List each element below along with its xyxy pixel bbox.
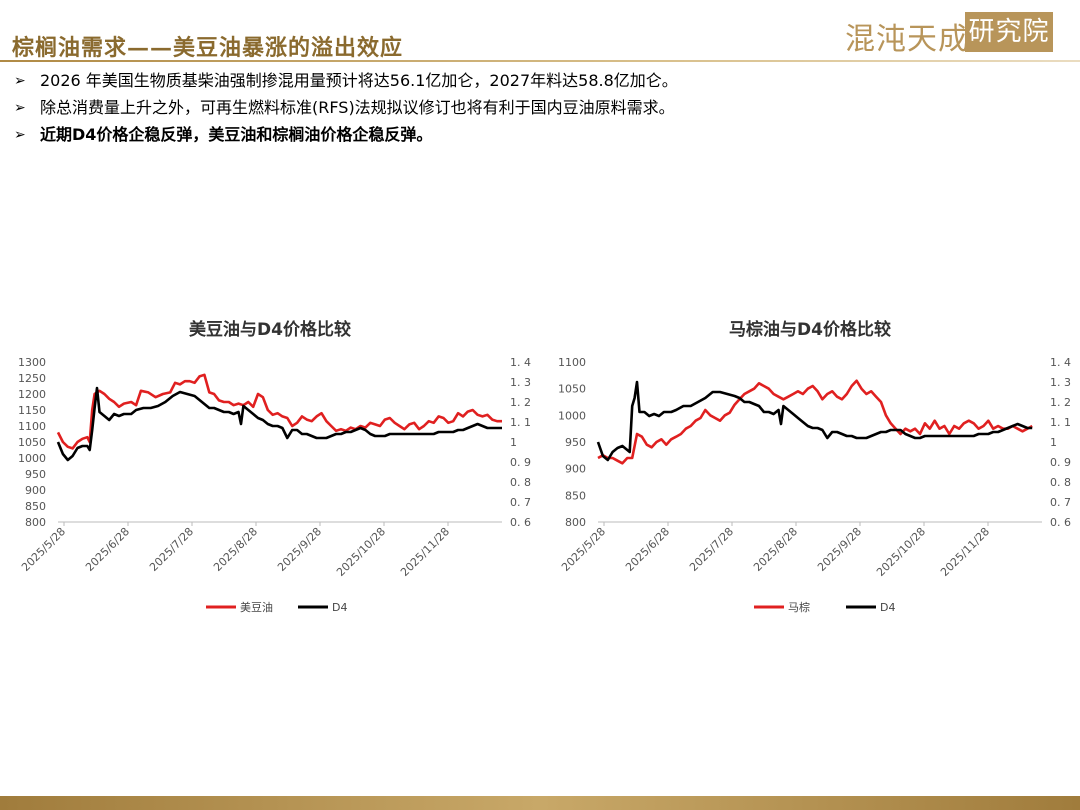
y-right-tick-label: 1. 3 [510,376,531,389]
x-tick-label: 2025/5/28 [559,525,608,574]
y-left-tick-label: 1000 [18,452,46,465]
legend-label: D4 [332,601,347,614]
y-left-tick-label: 1200 [18,388,46,401]
y-right-tick-label: 0. 6 [510,516,531,529]
bullet-list: ➢ 2026 年美国生物质基柴油强制掺混用量预计将达56.1亿加仑，2027年料… [14,70,1064,151]
bullet-arrow-icon: ➢ [14,100,26,116]
y-right-tick-label: 1. 2 [1050,396,1071,409]
y-left-tick-label: 850 [565,489,586,502]
legend-label: 马棕 [788,600,810,614]
y-right-tick-label: 0. 9 [510,456,531,469]
y-right-tick-label: 1. 4 [1050,356,1071,369]
chart-2: 马棕油与D4价格比较 1100 1050 1000 950 900 850 800 1. 4 1.… [558,319,1071,614]
bullet-arrow-icon: ➢ [14,73,26,89]
footer-band [0,796,1080,810]
y-right-tick-label: 0. 8 [1050,476,1071,489]
x-tick-label: 2025/6/28 [83,525,132,574]
x-tick-label: 2025/5/28 [19,525,68,574]
y-right-tick-label: 1. 3 [1050,376,1071,389]
y-left-tick-label: 1150 [18,404,46,417]
bullet-text: 近期D4价格企稳反弹，美豆油和棕榈油价格企稳反弹。 [40,125,433,144]
y-left-tick-label: 950 [565,436,586,449]
y-right-tick-label: 0. 7 [1050,496,1071,509]
charts-area: 美豆油与D4价格比较 1300 1250 1200 1150 1100 1050 1000 95… [18,319,1071,614]
y-right-tick-label: 1. 2 [510,396,531,409]
bullet-item: ➢ 除总消费量上升之外，可再生燃料标准(RFS)法规拟议修订也将有利于国内豆油原… [14,97,1064,124]
x-tick-label: 2025/10/28 [874,525,928,579]
y-left-tick-label: 900 [565,463,586,476]
y-left-tick-label: 1100 [558,356,586,369]
y-left-tick-label: 800 [565,516,586,529]
y-right-tick-label: 0. 6 [1050,516,1071,529]
x-tick-label: 2025/9/28 [275,525,324,574]
legend-label: D4 [880,601,895,614]
series-line-right [56,386,502,462]
y-left-tick-label: 800 [25,516,46,529]
slide-header: 棕榈油需求——美豆油暴涨的溢出效应 混沌天成 研究院 [0,0,1080,62]
y-right-tick-label: 1. 4 [510,356,531,369]
legend-label: 美豆油 [240,600,273,614]
bullet-arrow-icon: ➢ [14,127,26,143]
x-tick-label: 2025/10/28 [334,525,388,579]
title-divider [0,60,1080,62]
bullet-item: ➢ 近期D4价格企稳反弹，美豆油和棕榈油价格企稳反弹。 [14,124,1064,151]
bullet-item: ➢ 2026 年美国生物质基柴油强制掺混用量预计将达56.1亿加仑，2027年料… [14,70,1064,97]
y-left-tick-label: 1250 [18,372,46,385]
chart-title: 马棕油与D4价格比较 [729,319,891,340]
series-line-left [56,373,502,450]
y-right-tick-label: 1. 1 [1050,416,1071,429]
x-tick-label: 2025/11/28 [938,525,992,579]
x-tick-label: 2025/8/28 [751,525,800,574]
y-right-tick-label: 0. 7 [510,496,531,509]
y-right-tick-label: 0. 9 [1050,456,1071,469]
bullet-text: 除总消费量上升之外，可再生燃料标准(RFS)法规拟议修订也将有利于国内豆油原料需… [40,98,675,117]
x-tick-label: 2025/7/28 [147,525,196,574]
y-left-tick-label: 1100 [18,420,46,433]
company-logo: 混沌天成 研究院 [845,12,1055,57]
y-right-tick-label: 1 [510,436,517,449]
x-tick-label: 2025/8/28 [211,525,260,574]
y-left-tick-label: 1300 [18,356,46,369]
y-left-tick-label: 1050 [558,383,586,396]
x-tick-label: 2025/7/28 [687,525,736,574]
y-left-tick-label: 950 [25,468,46,481]
logo-box: 研究院 [965,12,1053,52]
chart-title: 美豆油与D4价格比较 [189,319,351,340]
y-right-tick-label: 1 [1050,436,1057,449]
y-left-tick-label: 900 [25,484,46,497]
x-tick-label: 2025/9/28 [815,525,864,574]
y-right-tick-label: 0. 8 [510,476,531,489]
logo-text: 混沌天成 [845,22,969,57]
chart-1: 美豆油与D4价格比较 1300 1250 1200 1150 1100 1050 1000 95… [18,319,531,614]
slide-title: 棕榈油需求——美豆油暴涨的溢出效应 [12,35,404,61]
bullet-text: 2026 年美国生物质基柴油强制掺混用量预计将达56.1亿加仑，2027年料达5… [40,71,678,90]
y-right-tick-label: 1. 1 [510,416,531,429]
y-left-tick-label: 1000 [558,409,586,422]
series-line-left [597,379,1033,465]
y-left-tick-label: 850 [25,500,46,513]
y-left-tick-label: 1050 [18,436,46,449]
x-tick-label: 2025/11/28 [398,525,452,579]
series-line-right [596,380,1033,462]
x-tick-label: 2025/6/28 [623,525,672,574]
